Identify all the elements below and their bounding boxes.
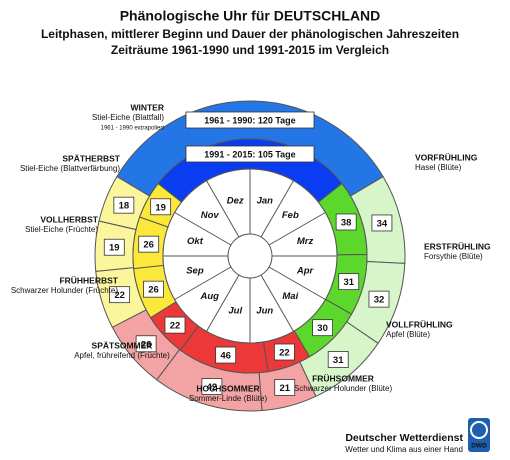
- month-label: Nov: [201, 210, 220, 221]
- month-divider: [206, 180, 240, 238]
- logo-circle: [470, 421, 488, 439]
- phase-indicator: Hasel (Blüte): [415, 163, 462, 172]
- month-label: Jun: [256, 306, 273, 317]
- logo-text: DWD: [471, 443, 487, 450]
- month-divider: [174, 266, 232, 300]
- value-label: 31: [343, 277, 354, 288]
- phase-label: VOLLHERBST: [40, 214, 98, 224]
- slogan: Wetter und Klima aus einer Hand: [345, 445, 463, 454]
- month-label: Feb: [282, 210, 299, 221]
- chart-subtitle: Zeiträume 1961-1990 und 1991-2015 im Ver…: [111, 43, 389, 57]
- phase-label: SPÄTHERBST: [62, 153, 120, 163]
- value-label-box: [215, 346, 237, 364]
- value-label: 42: [207, 382, 218, 393]
- value-label-box: [327, 351, 349, 368]
- value-label-box: [368, 290, 390, 308]
- value-label: 31: [333, 355, 344, 366]
- month-divider: [206, 274, 240, 332]
- value-label: 32: [374, 295, 385, 306]
- value-label-box: [335, 213, 357, 231]
- value-label-box: [164, 316, 186, 334]
- phase-label: WINTER: [130, 102, 164, 112]
- phase-label: VORFRÜHLING: [415, 152, 478, 162]
- value-label: 1991 - 2015: 105 Tage: [204, 149, 295, 159]
- value-label-box: [150, 198, 172, 216]
- month-divider: [260, 274, 294, 332]
- phase-label: FRÜHHERBST: [59, 275, 118, 285]
- month-label: Mai: [282, 291, 298, 302]
- month-label: Mrz: [297, 236, 314, 247]
- value-label-box: [143, 280, 164, 298]
- phase-indicator: Stiel-Eiche (Blattverfärbung): [20, 164, 120, 173]
- value-label: 21: [279, 383, 290, 394]
- phase-label: VOLLFRÜHLING: [386, 319, 453, 329]
- value-label: 38: [341, 218, 352, 229]
- value-label-box: [103, 238, 125, 256]
- phase-indicator: Schwarzer Holunder (Blüte): [294, 384, 393, 393]
- month-label: Sep: [186, 265, 204, 276]
- phase-indicator: Stiel-Eiche (Früchte): [25, 225, 98, 234]
- hub: [227, 233, 273, 279]
- value-label-box: [312, 319, 333, 337]
- phase-label: FRÜHSOMMER: [312, 373, 374, 383]
- value-label-box: [185, 111, 315, 129]
- phase-indicator: Sommer-Linde (Blüte): [189, 394, 268, 403]
- month-label: Aug: [199, 291, 219, 302]
- phase-indicator: Schwarzer Holunder (Früchte): [11, 286, 118, 295]
- logo-box: [468, 418, 490, 452]
- month-label: Jul: [228, 306, 242, 317]
- phase-indicator: Apfel, frühreifend (Früchte): [74, 351, 170, 360]
- month-label: Jan: [257, 195, 274, 206]
- value-label-box: [185, 145, 315, 163]
- value-label: 18: [119, 201, 130, 212]
- value-label: 22: [279, 348, 290, 359]
- value-label: 46: [220, 351, 231, 362]
- phase-label: SPÄTSOMMER: [92, 340, 153, 350]
- value-label: 22: [170, 321, 181, 332]
- publisher: Deutscher Wetterdienst: [345, 432, 463, 444]
- value-label-box: [138, 235, 160, 253]
- month-divider: [174, 212, 232, 246]
- value-label: 22: [114, 290, 125, 301]
- value-label-box: [201, 378, 223, 395]
- phase-note: 1961 - 1990 extrapoliert: [101, 126, 165, 132]
- phase-label: ERSTFRÜHLING: [424, 241, 491, 251]
- value-label-box: [371, 214, 393, 232]
- value-label-box: [338, 273, 360, 291]
- chart-title: Phänologische Uhr für DEUTSCHLAND: [120, 8, 381, 24]
- value-label: 26: [141, 339, 152, 350]
- value-label-box: [113, 196, 135, 214]
- phase-indicator: Stiel-Eiche (Blattfall): [92, 113, 164, 122]
- month-label: Apr: [296, 265, 315, 276]
- value-label: 30: [317, 323, 328, 334]
- phase-indicator: Apfel (Blüte): [386, 330, 430, 339]
- value-label-box: [109, 286, 131, 304]
- value-label: 19: [155, 202, 166, 213]
- value-label: 26: [143, 240, 154, 251]
- value-label: 34: [377, 218, 388, 229]
- phase-label: HOCHSOMMER: [196, 383, 259, 393]
- month-label: Okt: [187, 236, 204, 247]
- month-divider: [268, 266, 326, 300]
- value-label: 1961 - 1990: 120 Tage: [204, 115, 295, 125]
- value-label: 26: [148, 285, 159, 296]
- value-label: 19: [109, 243, 120, 254]
- value-label-box: [274, 343, 295, 361]
- phase-indicator: Forsythie (Blüte): [424, 252, 483, 261]
- month-divider: [260, 180, 294, 238]
- value-label-box: [274, 379, 296, 396]
- chart-subtitle: Leitphasen, mittlerer Beginn und Dauer d…: [41, 27, 459, 41]
- value-label-box: [135, 335, 157, 353]
- month-divider: [268, 212, 326, 246]
- month-label: Dez: [227, 195, 244, 206]
